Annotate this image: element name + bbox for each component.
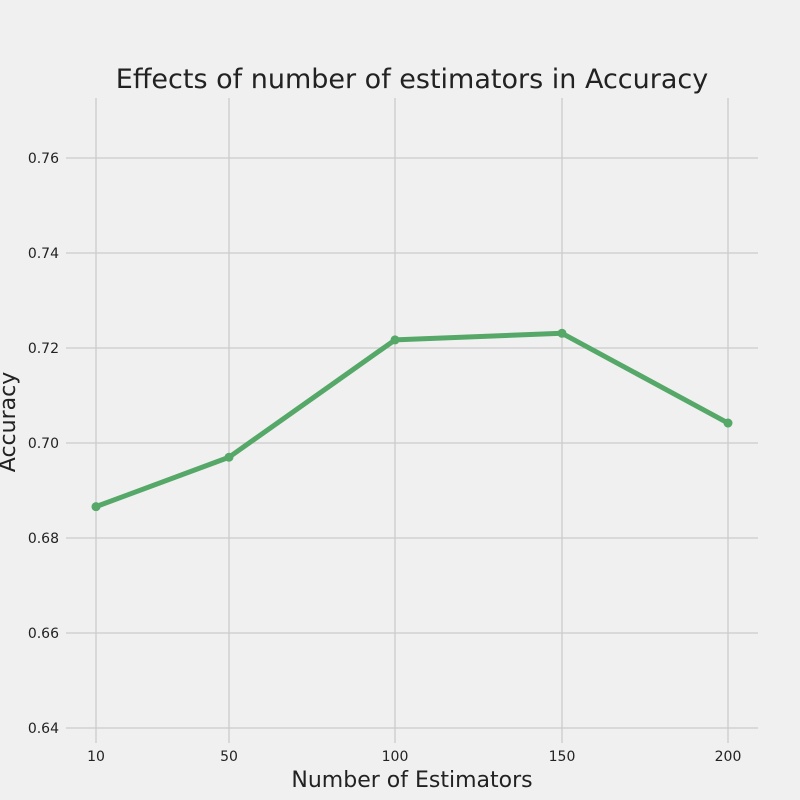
x-tick-label: 100 <box>382 749 409 765</box>
data-point <box>91 502 101 512</box>
x-tick-label: 10 <box>87 749 105 765</box>
y-tick-label: 0.70 <box>28 436 59 452</box>
y-tick-label: 0.72 <box>28 341 59 357</box>
y-tick-label: 0.74 <box>28 246 59 262</box>
data-point <box>224 452 234 462</box>
data-point <box>557 328 567 338</box>
data-point <box>390 335 400 345</box>
x-tick-label: 150 <box>549 749 576 765</box>
grid-lines <box>66 98 758 743</box>
y-tick-label: 0.66 <box>28 626 59 642</box>
y-tick-label: 0.76 <box>28 151 59 167</box>
y-axis-title: Accuracy <box>0 372 21 472</box>
y-tick-label: 0.68 <box>28 531 59 547</box>
y-tick-label: 0.64 <box>28 721 59 737</box>
x-tick-labels: 10 50 100 150 200 <box>87 749 741 765</box>
y-tick-labels: 0.64 0.66 0.68 0.70 0.72 0.74 0.76 <box>28 151 59 737</box>
x-tick-label: 50 <box>220 749 238 765</box>
data-points <box>91 328 733 512</box>
x-tick-label: 200 <box>715 749 742 765</box>
chart-title: Effects of number of estimators in Accur… <box>116 64 708 95</box>
data-point <box>723 418 733 428</box>
x-axis-title: Number of Estimators <box>291 768 532 793</box>
